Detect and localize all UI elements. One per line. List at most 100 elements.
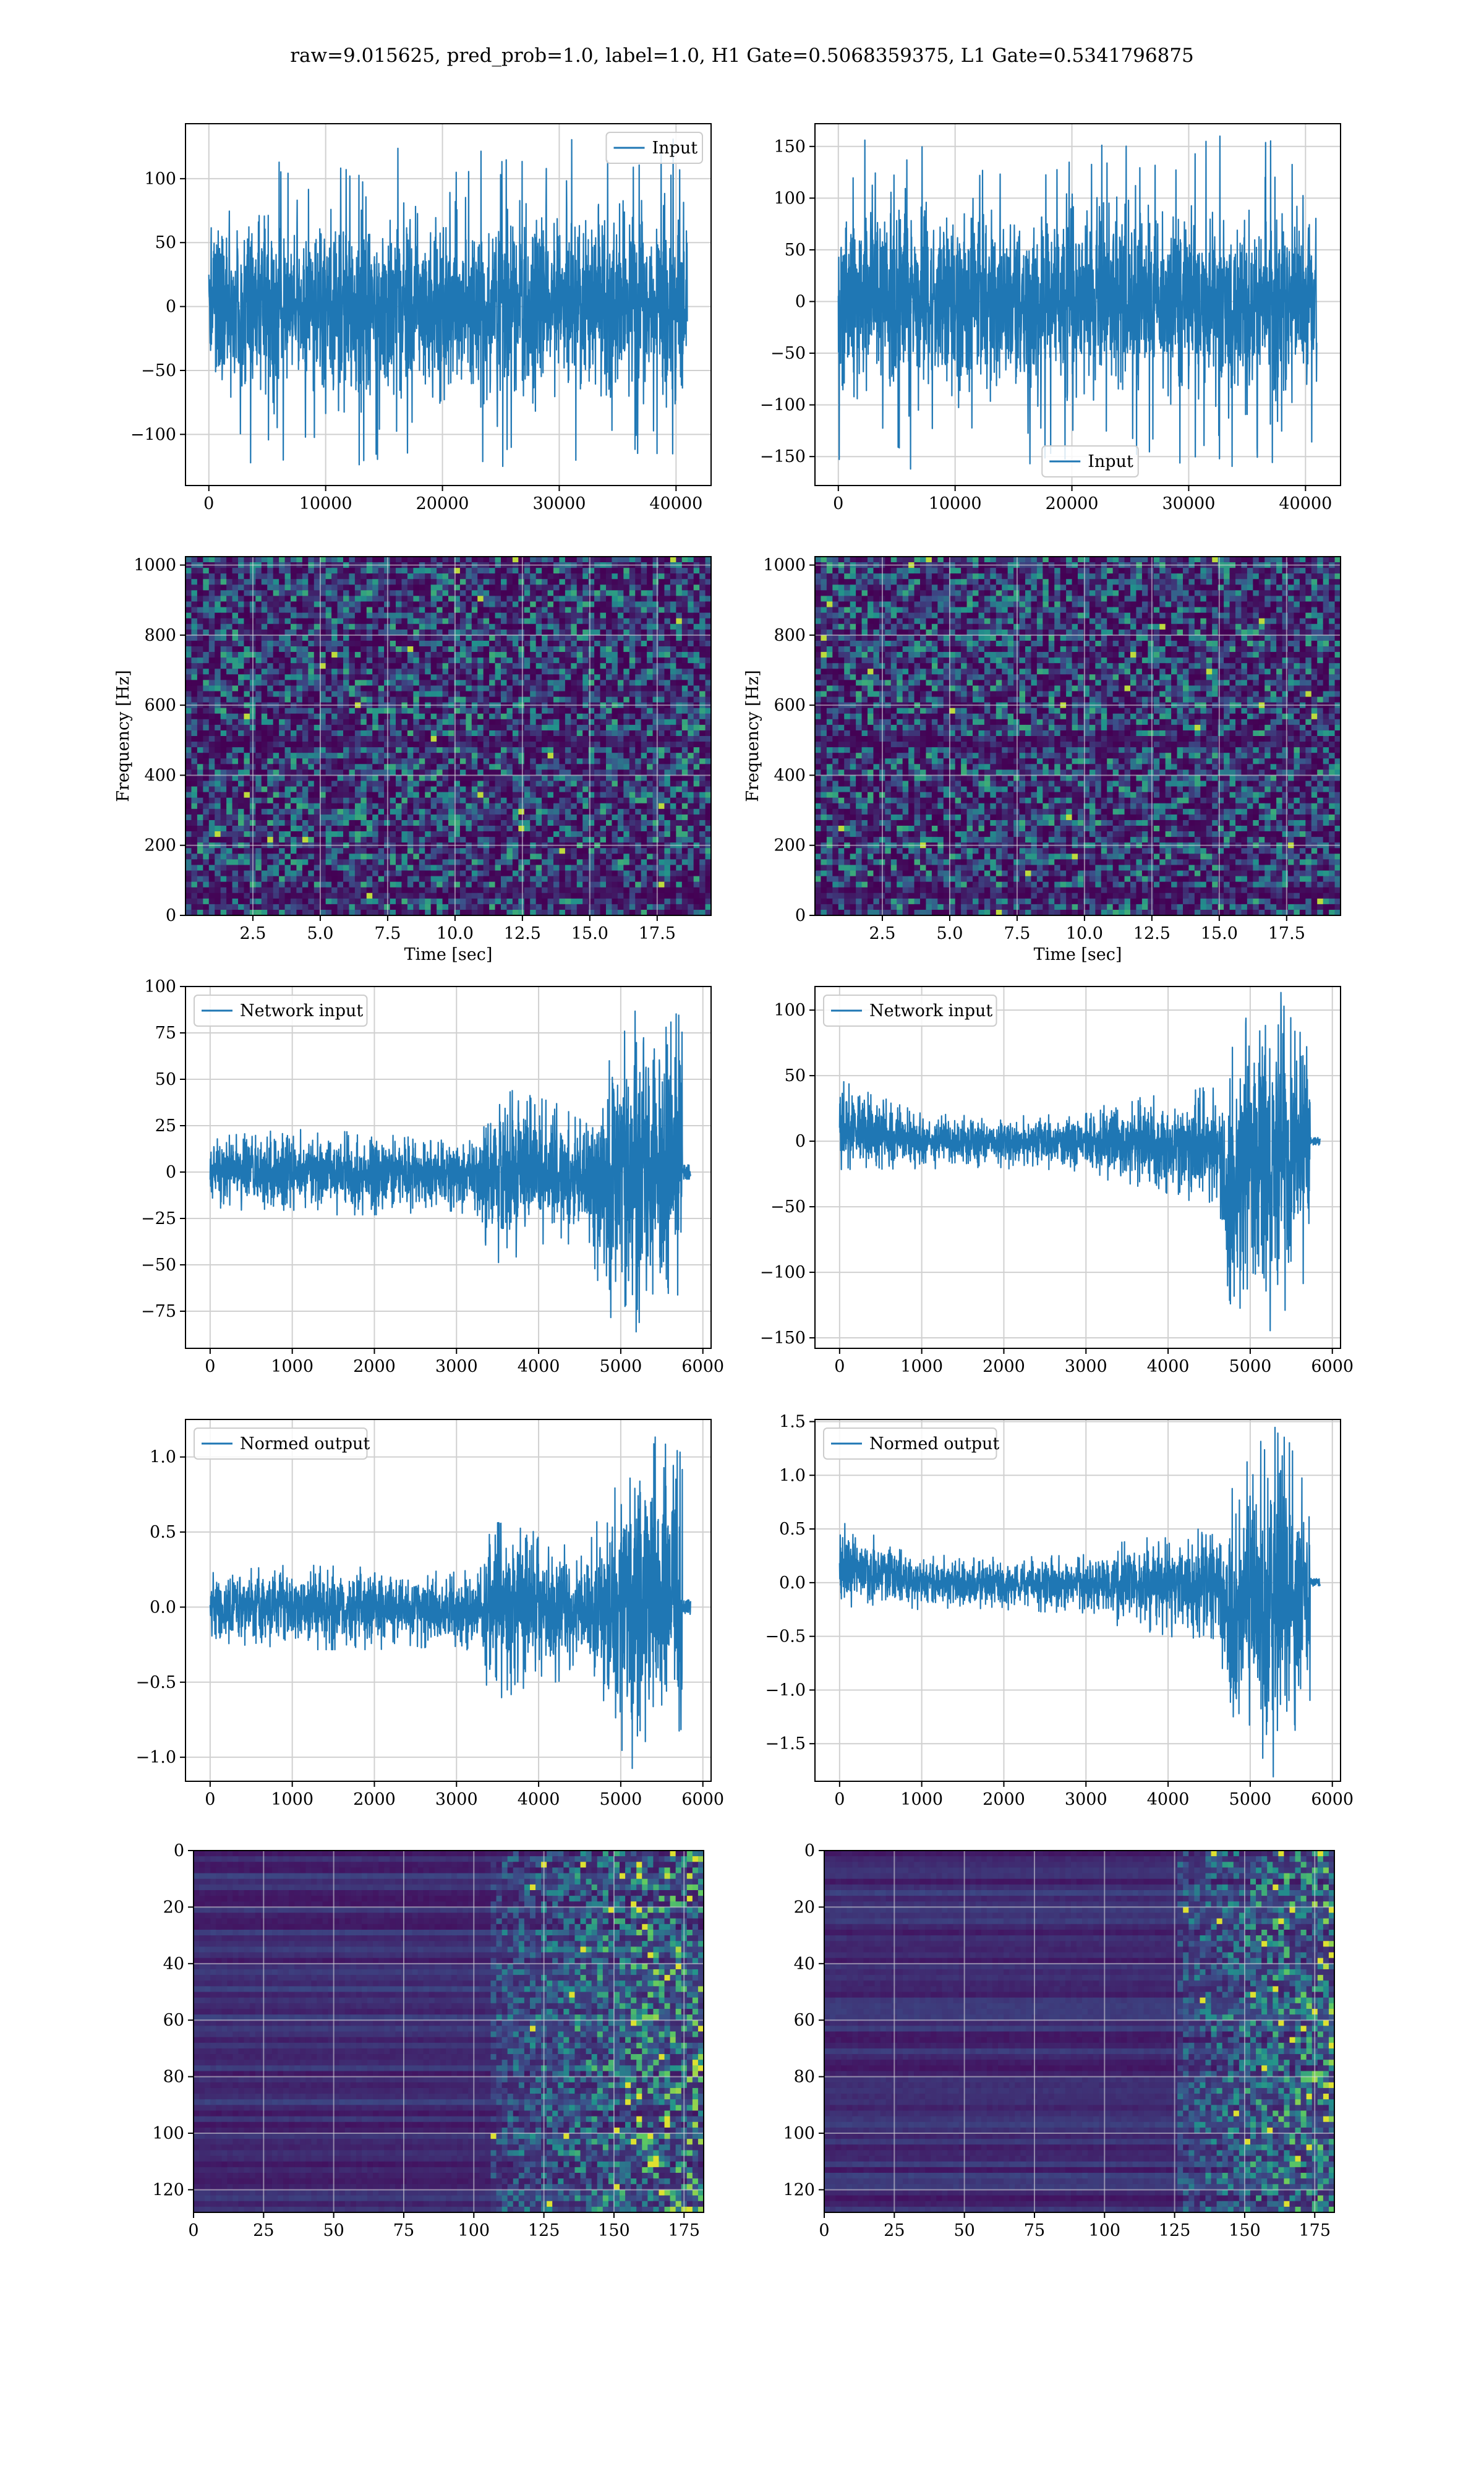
heatmap-cell — [255, 669, 262, 675]
heatmap-cell — [419, 769, 425, 776]
heatmap-cell — [291, 646, 297, 653]
heatmap-cell — [360, 612, 367, 619]
heatmap-cell — [594, 747, 601, 753]
heatmap-cell — [617, 719, 624, 726]
heatmap-cell — [565, 680, 571, 687]
heatmap-cell — [641, 808, 647, 815]
heatmap-cell — [617, 753, 624, 759]
heatmap-cell — [688, 652, 694, 658]
heatmap-cell — [535, 713, 542, 720]
heatmap-cell — [501, 713, 508, 720]
heatmap-cell — [629, 680, 636, 687]
heatmap-cell — [652, 781, 659, 787]
heatmap-cell — [623, 803, 630, 810]
heatmap-cell — [623, 601, 630, 608]
heatmap-cell — [220, 623, 227, 630]
heatmap-cell — [413, 724, 420, 731]
heatmap-cell — [559, 663, 566, 669]
heatmap-cell — [390, 607, 396, 614]
heatmap-cell — [477, 719, 484, 726]
heatmap-cell — [600, 663, 607, 669]
heatmap-cell — [354, 730, 361, 737]
heatmap-cell — [471, 797, 478, 804]
heatmap-cell — [448, 792, 455, 798]
heatmap-cell — [378, 769, 385, 776]
heatmap-cell — [220, 808, 227, 815]
heatmap-cell — [459, 612, 466, 619]
heatmap-cell — [664, 775, 671, 782]
heatmap-cell — [419, 590, 425, 597]
heatmap-cell — [582, 629, 589, 636]
heatmap-cell — [571, 640, 578, 647]
heatmap-cell — [641, 854, 647, 860]
heatmap-cell — [437, 730, 443, 737]
heatmap-cell — [273, 736, 279, 742]
heatmap-cell — [454, 657, 461, 664]
heatmap-cell — [343, 629, 350, 636]
heatmap-cell — [606, 680, 613, 687]
heatmap-cell — [623, 652, 630, 658]
heatmap-cell — [419, 584, 425, 591]
heatmap-cell — [518, 769, 525, 776]
heatmap-cell — [325, 753, 332, 759]
heatmap-cell — [582, 730, 589, 737]
heatmap-cell — [466, 792, 472, 798]
heatmap-cell — [331, 786, 338, 793]
heatmap-cell — [413, 797, 420, 804]
heatmap-cell — [197, 859, 203, 866]
heatmap-cell — [313, 601, 320, 608]
heatmap-cell — [331, 775, 338, 782]
heatmap-cell — [279, 724, 286, 731]
heatmap-cell — [331, 753, 338, 759]
heatmap-cell — [617, 623, 624, 630]
heatmap-cell — [255, 808, 262, 815]
heatmap-cell — [203, 758, 210, 764]
heatmap-cell — [471, 758, 478, 764]
heatmap-cell — [629, 719, 636, 726]
heatmap-cell — [238, 663, 245, 669]
heatmap-cell — [506, 786, 513, 793]
heatmap-cell — [226, 837, 233, 843]
heatmap-cell — [623, 848, 630, 854]
heatmap-cell — [437, 753, 443, 759]
heatmap-cell — [215, 557, 221, 563]
heatmap-cell — [284, 736, 291, 742]
heatmap-cell — [647, 657, 654, 664]
heatmap-cell — [454, 607, 461, 614]
heatmap-cell — [489, 573, 496, 580]
heatmap-cell — [413, 573, 420, 580]
heatmap-cell — [390, 814, 396, 821]
heatmap-cell — [337, 736, 344, 742]
heatmap-cell — [705, 848, 711, 854]
heatmap-cell — [600, 601, 607, 608]
heatmap-cell — [302, 792, 309, 798]
heatmap-cell — [215, 781, 221, 787]
heatmap-cell — [501, 764, 508, 770]
heatmap-cell — [273, 803, 279, 810]
heatmap-cell — [688, 808, 694, 815]
heatmap-cell — [629, 808, 636, 815]
heatmap-cell — [542, 708, 548, 714]
heatmap-cell — [594, 612, 601, 619]
heatmap-cell — [617, 747, 624, 753]
heatmap-cell — [600, 848, 607, 854]
heatmap-cell — [535, 685, 542, 692]
heatmap-cell — [407, 635, 414, 641]
heatmap-cell — [652, 786, 659, 793]
heatmap-cell — [565, 769, 571, 776]
plot-area — [208, 138, 688, 468]
heatmap-cell — [378, 753, 385, 759]
heatmap-cell — [635, 568, 642, 574]
heatmap-cell — [535, 730, 542, 737]
heatmap-cell — [471, 808, 478, 815]
heatmap-cell — [437, 696, 443, 703]
heatmap-cell — [466, 820, 472, 826]
heatmap-cell — [372, 713, 379, 720]
heatmap-cell — [647, 669, 654, 675]
heatmap-cell — [512, 786, 519, 793]
heatmap-cell — [530, 652, 537, 658]
heatmap-cell — [279, 730, 286, 737]
heatmap-cell — [396, 775, 403, 782]
heatmap-cell — [670, 803, 676, 810]
heatmap-cell — [489, 820, 496, 826]
